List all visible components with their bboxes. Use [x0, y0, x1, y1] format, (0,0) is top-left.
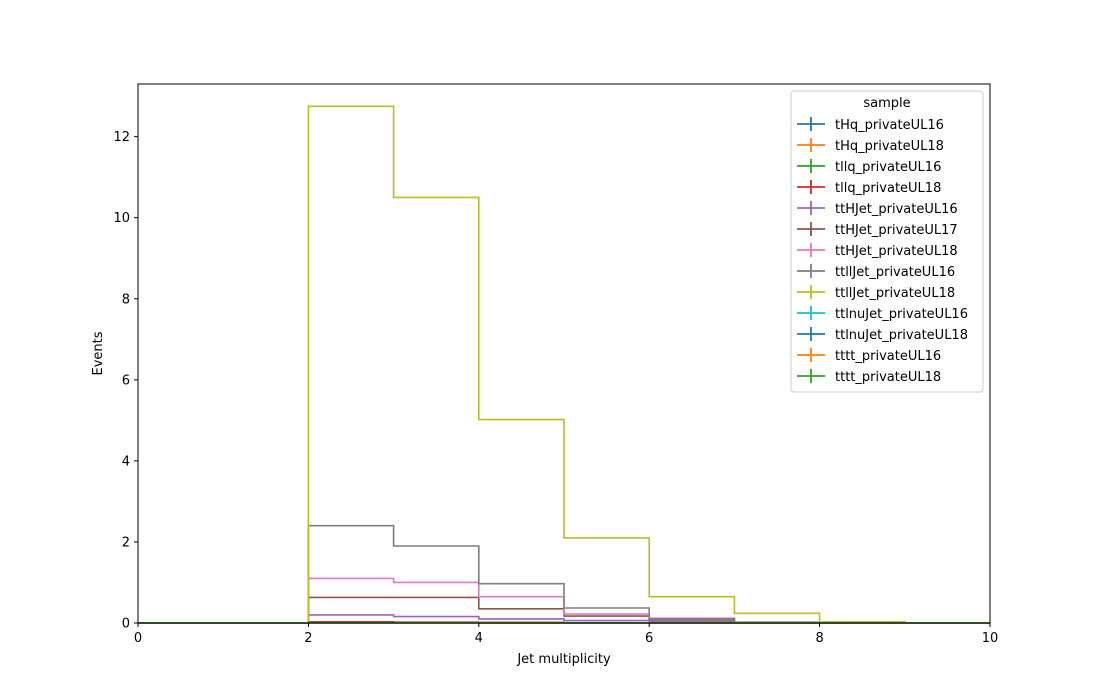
y-tick-label: 2 [122, 535, 130, 550]
plot-frame [137, 83, 991, 624]
legend-box [790, 90, 984, 393]
legend-entry-10: ttlnuJet_privateUL18 [797, 327, 968, 343]
legend-label: tllq_privateUL16 [835, 160, 941, 175]
y-tick-label: 0 [122, 617, 130, 632]
legend-entry-1: tHq_privateUL18 [797, 138, 944, 154]
legend-entry-2: tllq_privateUL16 [797, 159, 941, 175]
y-tick-label: 4 [122, 454, 130, 469]
legend-entry-3: tllq_privateUL18 [797, 180, 941, 196]
x-axis: 0 2 4 6 8 10 [134, 623, 998, 646]
x-tick-label: 10 [982, 631, 999, 646]
legend-entry-11: tttt_privateUL16 [797, 348, 941, 364]
legend-entry-9: ttlnuJet_privateUL16 [797, 306, 968, 322]
legend-label: ttlnuJet_privateUL18 [835, 328, 968, 343]
legend-label: tttt_privateUL18 [835, 370, 941, 385]
legend-label: tHq_privateUL16 [835, 118, 944, 133]
legend-title: sample [863, 96, 910, 111]
legend: sample tHq_privateUL16 tHq_privateUL18tllq… [790, 90, 984, 393]
x-tick-label: 6 [645, 631, 653, 646]
legend-entry-5: ttHJet_privateUL17 [797, 222, 958, 238]
x-tick-label: 8 [815, 631, 823, 646]
y-tick-label: 8 [122, 292, 130, 307]
legend-entry-12: tttt_privateUL18 [797, 369, 941, 385]
legend-label: ttHJet_privateUL18 [835, 244, 958, 259]
x-tick-label: 4 [475, 631, 483, 646]
legend-entry-0: tHq_privateUL16 [797, 117, 944, 133]
legend-label: ttllJet_privateUL18 [835, 286, 955, 301]
legend-entry-4: ttHJet_privateUL16 [797, 201, 958, 217]
y-tick-label: 6 [122, 373, 130, 388]
x-axis-label: Jet multiplicity [516, 652, 611, 667]
x-tick-label: 2 [304, 631, 312, 646]
legend-label: tttt_privateUL16 [835, 349, 941, 364]
series-line-8 [138, 105, 990, 624]
legend-label: tllq_privateUL18 [835, 181, 941, 196]
legend-label: ttHJet_privateUL17 [835, 223, 958, 238]
legend-label: tHq_privateUL18 [835, 139, 944, 154]
legend-label: ttHJet_privateUL16 [835, 202, 958, 217]
legend-entry-7: ttllJet_privateUL16 [797, 264, 955, 280]
legend-entry-6: ttHJet_privateUL18 [797, 243, 958, 259]
legend-entry-8: ttllJet_privateUL18 [797, 285, 955, 301]
legend-label: ttlnuJet_privateUL16 [835, 307, 968, 322]
legend-label: ttllJet_privateUL16 [835, 265, 955, 280]
y-tick-label: 10 [113, 211, 130, 226]
y-axis-label: Events [91, 331, 106, 375]
x-tick-label: 0 [134, 631, 142, 646]
y-axis: 0 2 4 6 8 10 12 [113, 130, 138, 632]
y-tick-label: 12 [113, 130, 130, 145]
